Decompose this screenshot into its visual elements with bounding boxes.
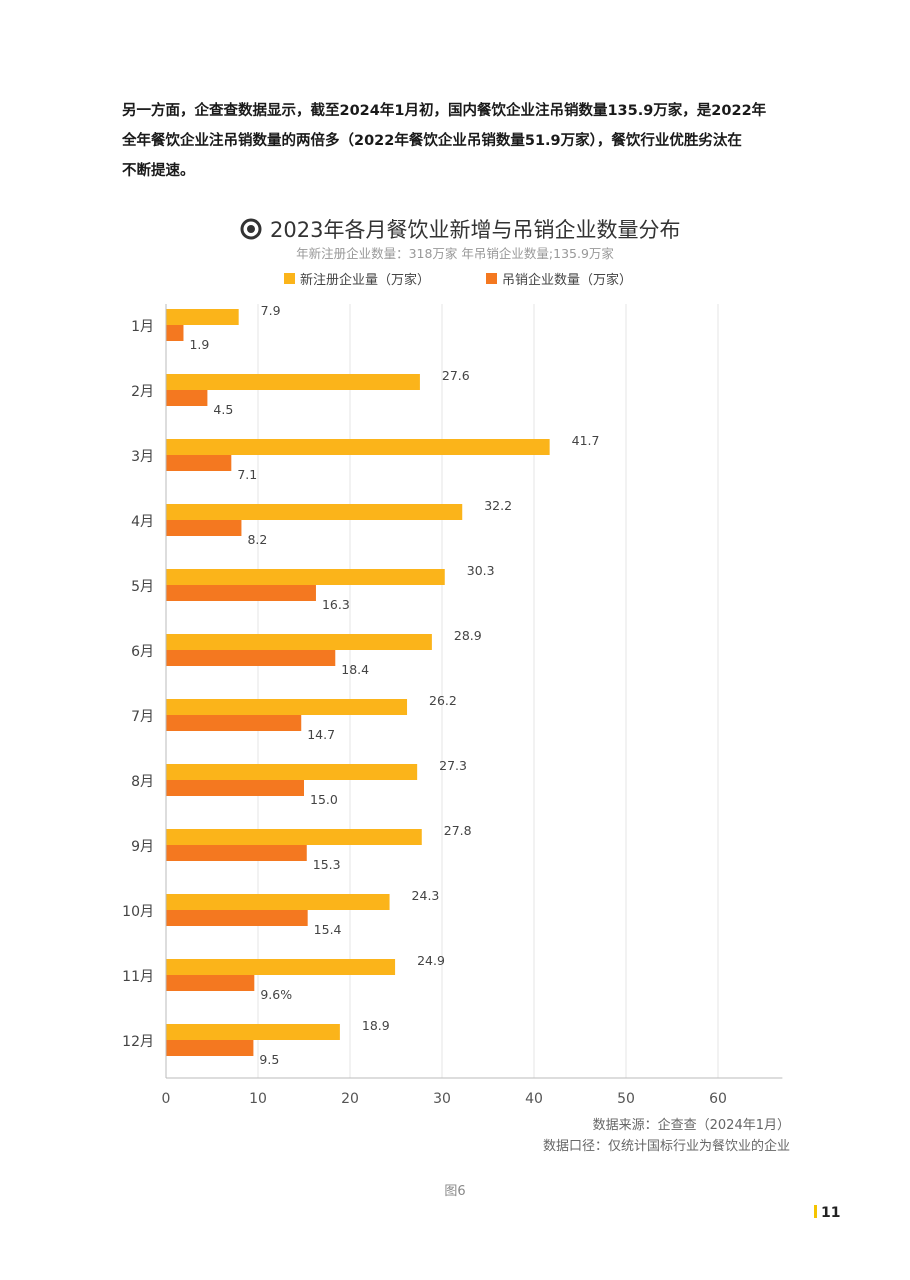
data-label: 7.1 — [237, 467, 257, 482]
legend-label-revoked: 吊销企业数量（万家） — [502, 272, 632, 288]
bar — [166, 829, 422, 845]
page-number-text: 11 — [821, 1205, 841, 1221]
bar — [166, 585, 316, 601]
x-tick-label: 60 — [709, 1091, 727, 1107]
data-label: 28.9 — [454, 628, 482, 643]
chart-title: 2023年各月餐饮业新增与吊销企业数量分布 — [270, 218, 680, 242]
data-labels: 7.9 1.9 27.6 4.5 41.7 7.1 32.2 8.2 30.3 16.3 28.9 1… — [189, 303, 599, 1067]
page-number: 11 — [814, 1205, 840, 1221]
x-tick-label: 30 — [433, 1091, 451, 1107]
chart-subtitle: 年新注册企业数量：318万家 年吊销企业数量;135.9万家 — [296, 246, 614, 261]
data-label: 18.9 — [362, 1018, 390, 1033]
data-label: 27.6 — [442, 368, 470, 383]
bar — [166, 894, 390, 910]
bar — [166, 374, 420, 390]
data-label: 24.9 — [417, 953, 445, 968]
y-category-label: 11月 — [122, 969, 154, 985]
bar — [166, 650, 336, 666]
y-category-label: 5月 — [131, 579, 154, 595]
data-label: 16.3 — [322, 597, 350, 612]
chart-title-group: 2023年各月餐饮业新增与吊销企业数量分布 年新注册企业数量：318万家 年吊销… — [240, 218, 680, 261]
grid-lines — [257, 304, 719, 1078]
bar — [166, 699, 408, 715]
legend-label-new: 新注册企业量（万家） — [300, 272, 430, 288]
bar — [166, 780, 304, 796]
source-line: 数据口径：仅统计国标行业为餐饮业的企业 — [542, 1139, 790, 1154]
bar — [166, 504, 463, 520]
bar — [166, 959, 396, 975]
data-label: 15.3 — [313, 857, 341, 872]
data-label: 1.9 — [189, 337, 209, 352]
axes: 0 10 20 30 40 50 60 1月 2月 3月 4月 5月 6月 7月 8月 9月 10月 11月 12月 — [122, 304, 783, 1107]
intro-line: 不断提速。 — [122, 163, 195, 179]
bar — [166, 455, 232, 471]
data-label: 9.5 — [259, 1052, 279, 1067]
title-bullet-dot — [247, 225, 255, 233]
data-label: 18.4 — [341, 662, 369, 677]
data-label: 26.2 — [429, 693, 457, 708]
x-tick-label: 0 — [162, 1091, 171, 1107]
data-label: 30.3 — [467, 563, 495, 578]
y-category-label: 2月 — [131, 384, 154, 400]
y-category-label: 4月 — [131, 514, 154, 530]
y-category-label: 10月 — [122, 904, 154, 920]
bars — [166, 309, 550, 1056]
y-category-label: 6月 — [131, 644, 154, 660]
y-category-label: 7月 — [131, 709, 154, 725]
figure-caption: 图6 — [444, 1184, 466, 1199]
data-label: 32.2 — [484, 498, 512, 513]
data-label: 4.5 — [213, 402, 233, 417]
data-label: 14.7 — [307, 727, 335, 742]
source-line: 数据来源：企查查（2024年1月） — [592, 1118, 790, 1133]
y-category-label: 9月 — [131, 839, 154, 855]
x-tick-label: 50 — [617, 1091, 635, 1107]
intro-line: 全年餐饮企业注吊销数量的两倍多（2022年餐饮企业吊销数量51.9万家），餐饮行… — [122, 133, 742, 149]
title-bullet-icon — [240, 218, 262, 240]
y-category-label: 8月 — [131, 774, 154, 790]
x-tick-label: 20 — [341, 1091, 359, 1107]
bar — [166, 1040, 254, 1056]
data-label: 8.2 — [247, 532, 267, 547]
x-tick-label: 10 — [249, 1091, 267, 1107]
bar — [166, 325, 184, 341]
x-tick-label: 40 — [525, 1091, 543, 1107]
page-marker-icon — [814, 1205, 817, 1218]
bar — [166, 764, 418, 780]
bar — [166, 439, 550, 455]
intro-paragraph: 另一方面，企查查数据显示，截至2024年1月初，国内餐饮企业注吊销数量135.9… — [122, 96, 802, 186]
y-category-label: 1月 — [131, 319, 154, 335]
bar — [166, 845, 307, 861]
data-label: 41.7 — [572, 433, 600, 448]
data-label: 24.3 — [412, 888, 440, 903]
legend-swatch-revoked — [486, 273, 497, 284]
legend-swatch-new — [284, 273, 295, 284]
data-label: 7.9 — [261, 303, 281, 318]
bar-chart: 2023年各月餐饮业新增与吊销企业数量分布 年新注册企业数量：318万家 年吊销… — [122, 218, 783, 1107]
bar — [166, 390, 208, 406]
y-category-label: 12月 — [122, 1034, 154, 1050]
data-label: 15.4 — [314, 922, 342, 937]
data-label: 15.0 — [310, 792, 338, 807]
data-label: 9.6% — [260, 987, 292, 1002]
bar — [166, 910, 308, 926]
data-label: 27.8 — [444, 823, 472, 838]
data-source-note: 数据来源：企查查（2024年1月） 数据口径：仅统计国标行业为餐饮业的企业 — [543, 1115, 790, 1157]
bar — [166, 1024, 340, 1040]
bar — [166, 309, 239, 325]
intro-line: 另一方面，企查查数据显示，截至2024年1月初，国内餐饮企业注吊销数量135.9… — [122, 103, 767, 119]
bar — [166, 715, 302, 731]
y-category-label: 3月 — [131, 449, 154, 465]
legend: 新注册企业量（万家） 吊销企业数量（万家） — [284, 272, 632, 288]
bar — [166, 634, 432, 650]
data-label: 27.3 — [439, 758, 467, 773]
bar — [166, 569, 445, 585]
bar — [166, 520, 242, 536]
bar — [166, 975, 255, 991]
